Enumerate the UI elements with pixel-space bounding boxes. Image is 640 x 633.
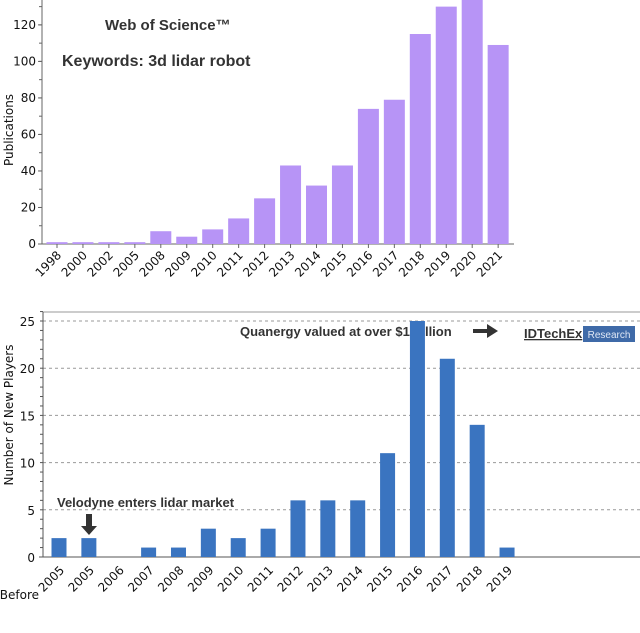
bar-2008 <box>170 547 186 557</box>
idtechex-logo: IDTechEx <box>524 326 583 341</box>
x-tick-label: 2017 <box>424 563 455 594</box>
y-tick-label: 20 <box>20 362 35 376</box>
x-tick-label: 2000 <box>59 248 90 279</box>
x-tick-label: 2009 <box>162 248 193 279</box>
publications-chart: Web of Science™ Keywords: 3d lidar robot… <box>2 0 514 280</box>
y-axis-label: Number of New Players <box>2 345 16 486</box>
bar-2009 <box>200 528 216 557</box>
x-tick-label: 2008 <box>136 248 167 279</box>
y-tick-label: 15 <box>20 409 35 423</box>
bar-2017 <box>383 99 405 244</box>
y-tick-label: 0 <box>27 551 35 565</box>
bar-2020 <box>461 0 483 244</box>
bar-2015 <box>380 453 396 557</box>
bar-2011 <box>228 218 250 244</box>
bar-2014 <box>350 500 366 557</box>
research-badge <box>583 326 635 342</box>
x-tick-label: 2010 <box>188 248 219 279</box>
bar-2016 <box>357 108 379 244</box>
bar-2018 <box>409 34 431 245</box>
x-tick-label: 2015 <box>364 563 395 594</box>
y-axis-label: Publications <box>2 94 16 166</box>
x-tick-label: 1998 <box>33 248 64 279</box>
y-tick-label: 80 <box>21 91 36 105</box>
y-tick-label: 40 <box>21 164 36 178</box>
bar-1998 <box>46 242 68 244</box>
web-of-science-logo: Web of Science™ <box>105 17 231 34</box>
bar-2015 <box>331 165 353 244</box>
right-arrow-icon <box>473 324 498 338</box>
x-tick-label: 2016 <box>394 563 425 594</box>
keywords-annotation: Keywords: 3d lidar robot <box>62 53 251 70</box>
bar-2009 <box>176 236 198 244</box>
y-tick-label: 25 <box>20 315 35 329</box>
x-tick-label: 2016 <box>344 248 375 279</box>
bar-2010 <box>202 229 224 244</box>
bar-2014 <box>306 185 327 244</box>
bar-2011 <box>260 528 276 557</box>
bar-2007 <box>141 547 157 557</box>
quanergy-annotation: Quanergy valued at over $1 billion <box>240 324 452 339</box>
bar-2016 <box>409 321 425 557</box>
x-tick-label: 2018 <box>396 248 427 279</box>
x-tick-label: 2013 <box>266 248 297 279</box>
x-tick-label: 2014 <box>292 248 323 279</box>
new-players-chart: Number of New Players Velodyne enters li… <box>0 311 640 602</box>
velodyne-annotation: Velodyne enters lidar market <box>57 495 235 510</box>
bar-2019 <box>435 6 457 245</box>
x-tick-label: 2009 <box>185 563 216 594</box>
x-tick-label-prefix: Before <box>0 588 39 602</box>
x-tick-label: 2019 <box>484 563 515 594</box>
y-tick-label: 120 <box>13 18 36 32</box>
bar-2008 <box>150 231 172 244</box>
bar-2002 <box>98 242 120 244</box>
x-tick-label: 2014 <box>334 563 365 594</box>
bar-Before-2005 <box>51 538 67 557</box>
y-tick-label: 60 <box>21 127 36 141</box>
bar-2019 <box>499 547 515 557</box>
x-tick-label: 2011 <box>245 563 276 594</box>
x-tick-label: 2005 <box>36 563 67 594</box>
bar-2021 <box>487 44 509 244</box>
x-tick-label: 2013 <box>304 563 335 594</box>
x-tick-label: 2021 <box>474 248 505 279</box>
x-tick-label: 2017 <box>370 248 401 279</box>
bar-2000 <box>72 242 94 244</box>
x-tick-label: 2018 <box>454 563 485 594</box>
x-tick-label: 2007 <box>125 563 156 594</box>
y-tick-label: 0 <box>28 237 36 251</box>
x-tick-label: 2008 <box>155 563 186 594</box>
x-tick-label: 2002 <box>85 248 116 279</box>
bar-2010 <box>230 538 246 557</box>
y-tick-label: 20 <box>21 200 36 214</box>
x-tick-label: 2005 <box>65 563 96 594</box>
y-tick-label: 5 <box>27 504 35 518</box>
bar-2013 <box>320 500 336 557</box>
x-tick-label: 2015 <box>318 248 349 279</box>
bar-2005 <box>81 538 97 557</box>
research-badge-label: Research <box>588 330 631 341</box>
x-tick-label: 2010 <box>215 563 246 594</box>
bar-2012 <box>290 500 306 557</box>
x-tick-label: 2019 <box>422 248 453 279</box>
bar-2018 <box>469 424 485 557</box>
x-tick-label: 2005 <box>110 248 141 279</box>
y-tick-label: 10 <box>20 457 35 471</box>
x-tick-label: 2006 <box>95 563 126 594</box>
bar-2013 <box>280 165 302 244</box>
x-tick-label: 2012 <box>275 563 306 594</box>
x-tick-label: 2012 <box>240 248 271 279</box>
bar-2005 <box>124 242 146 244</box>
x-tick-label: 2020 <box>448 248 479 279</box>
y-tick-label: 100 <box>13 54 36 68</box>
x-tick-label: 2011 <box>214 248 245 279</box>
down-arrow-icon <box>81 514 97 535</box>
bar-2012 <box>254 198 276 244</box>
bar-2017 <box>439 358 455 557</box>
